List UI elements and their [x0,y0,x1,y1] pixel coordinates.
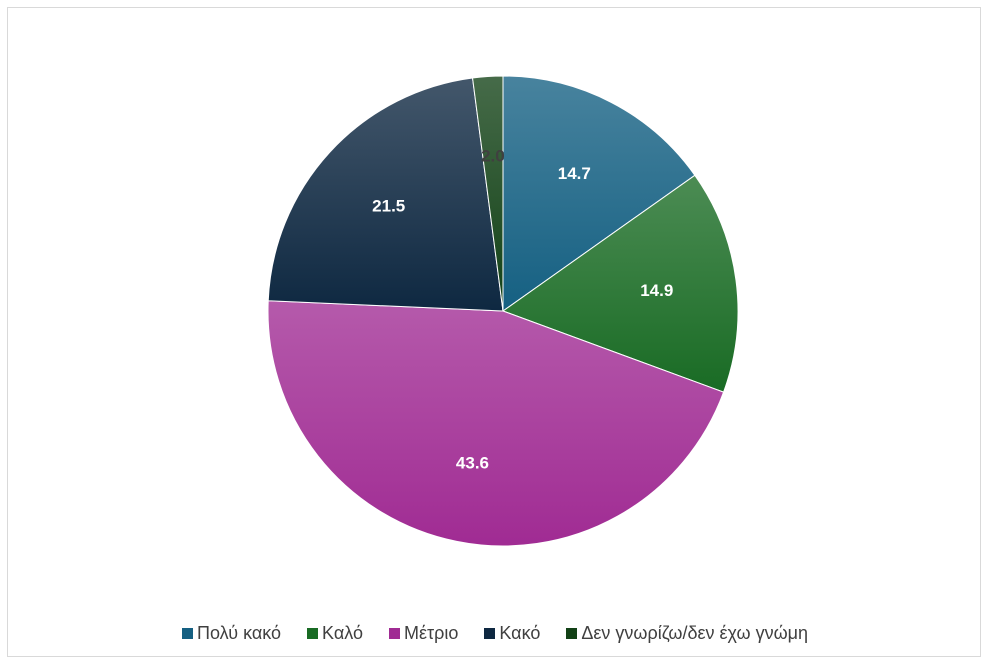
pie-slice-μέτριο [267,300,725,547]
legend-label: Πολύ κακό [196,622,282,643]
pie-slices [267,75,739,547]
legend-swatch [181,627,193,639]
legend-label: Καλό [322,622,363,643]
data-label-δεν-γνωρίζω-δεν-έχω-γνώμη: 2.0 [481,147,505,166]
pie-slice-πολύ-κακό [502,75,696,312]
data-label-καλό: 14.9 [640,281,673,300]
legend-swatch [388,627,400,639]
legend-item-καλό: Καλό [307,623,363,644]
legend-item-πολύ-κακό: Πολύ κακό [181,622,282,644]
legend-item-κακό: Κακό [484,623,540,644]
legend-swatch [566,627,578,639]
legend-label: Κακό [499,622,541,643]
pie-slice-καλό [501,174,739,393]
legend-item-μέτριο: Μέτριο [388,622,459,644]
legend-swatch [307,627,319,639]
pie-data-labels: 14.7 14.9 43.6 21.5 2.0 [372,147,673,473]
legend-label: Μέτριο [403,622,459,643]
legend-swatch [484,627,496,639]
legend-label: Δεν γνωρίζω/δεν έχω γνώμη [581,622,809,643]
data-label-πολύ-κακό: 14.7 [558,164,591,183]
data-label-μέτριο: 43.6 [456,454,489,473]
pie-slice-δεν-γνωρίζω-δεν-έχω-γνώμη [471,75,504,312]
pie-slice-κακό [267,77,504,312]
legend: Πολύ κακό Καλό Μέτριο Κακό Δεν γνωρίζω/δεν έ… [0,620,990,646]
data-label-κακό: 21.5 [372,197,405,216]
legend-item-δεν-γνωρίζω-δεν-έχω-γνώμη: Δεν γνωρίζω/δεν έχω γνώμη [566,623,808,644]
